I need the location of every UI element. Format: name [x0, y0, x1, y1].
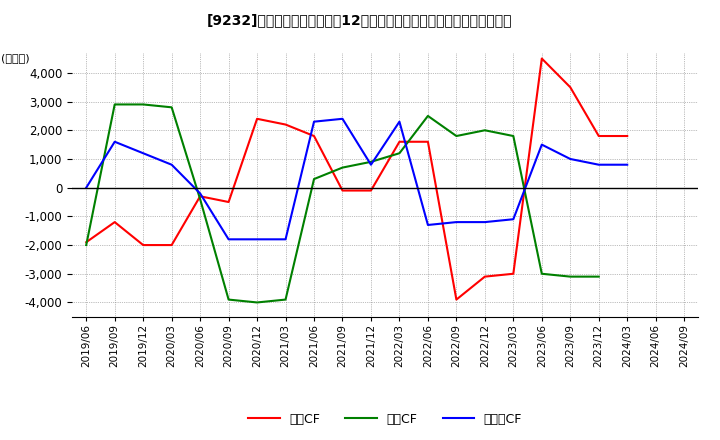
- 投資CF: [167, 105, 176, 110]
- フリーCF: [452, 220, 461, 225]
- 営業CF: [537, 56, 546, 61]
- 投資CF: [253, 300, 261, 305]
- 投資CF: [509, 133, 518, 139]
- フリーCF: [282, 237, 290, 242]
- 営業CF: [110, 220, 119, 225]
- フリーCF: [82, 185, 91, 191]
- Text: (百万円): (百万円): [1, 53, 30, 63]
- 投資CF: [366, 159, 375, 165]
- 営業CF: [139, 242, 148, 248]
- Text: [9232]　キャッシュフローの12か月移動合計の対前年同期増減額の推移: [9232] キャッシュフローの12か月移動合計の対前年同期増減額の推移: [207, 13, 513, 27]
- 営業CF: [480, 274, 489, 279]
- 投資CF: [139, 102, 148, 107]
- 営業CF: [366, 188, 375, 193]
- フリーCF: [509, 216, 518, 222]
- 営業CF: [82, 239, 91, 245]
- 投資CF: [225, 297, 233, 302]
- 投資CF: [595, 274, 603, 279]
- 営業CF: [338, 188, 347, 193]
- フリーCF: [623, 162, 631, 167]
- フリーCF: [196, 191, 204, 196]
- Line: フリーCF: フリーCF: [86, 119, 627, 239]
- 投資CF: [196, 197, 204, 202]
- フリーCF: [139, 150, 148, 156]
- 投資CF: [338, 165, 347, 170]
- フリーCF: [566, 156, 575, 161]
- フリーCF: [595, 162, 603, 167]
- 営業CF: [167, 242, 176, 248]
- Line: 営業CF: 営業CF: [86, 59, 627, 300]
- 営業CF: [282, 122, 290, 127]
- フリーCF: [338, 116, 347, 121]
- 投資CF: [452, 133, 461, 139]
- フリーCF: [366, 162, 375, 167]
- フリーCF: [225, 237, 233, 242]
- 投資CF: [480, 128, 489, 133]
- 営業CF: [310, 133, 318, 139]
- 投資CF: [282, 297, 290, 302]
- 投資CF: [566, 274, 575, 279]
- 営業CF: [595, 133, 603, 139]
- フリーCF: [537, 142, 546, 147]
- 投資CF: [395, 150, 404, 156]
- フリーCF: [310, 119, 318, 125]
- 営業CF: [253, 116, 261, 121]
- 営業CF: [423, 139, 432, 144]
- 営業CF: [452, 297, 461, 302]
- 営業CF: [395, 139, 404, 144]
- 投資CF: [110, 102, 119, 107]
- Legend: 営業CF, 投資CF, フリーCF: 営業CF, 投資CF, フリーCF: [243, 407, 527, 430]
- 営業CF: [196, 194, 204, 199]
- 投資CF: [423, 113, 432, 118]
- フリーCF: [423, 222, 432, 227]
- 営業CF: [509, 271, 518, 276]
- フリーCF: [110, 139, 119, 144]
- 営業CF: [225, 199, 233, 205]
- 投資CF: [82, 242, 91, 248]
- 投資CF: [537, 271, 546, 276]
- 営業CF: [623, 133, 631, 139]
- 投資CF: [310, 176, 318, 182]
- 営業CF: [566, 84, 575, 90]
- フリーCF: [167, 162, 176, 167]
- フリーCF: [480, 220, 489, 225]
- フリーCF: [395, 119, 404, 125]
- フリーCF: [253, 237, 261, 242]
- Line: 投資CF: 投資CF: [86, 104, 599, 302]
